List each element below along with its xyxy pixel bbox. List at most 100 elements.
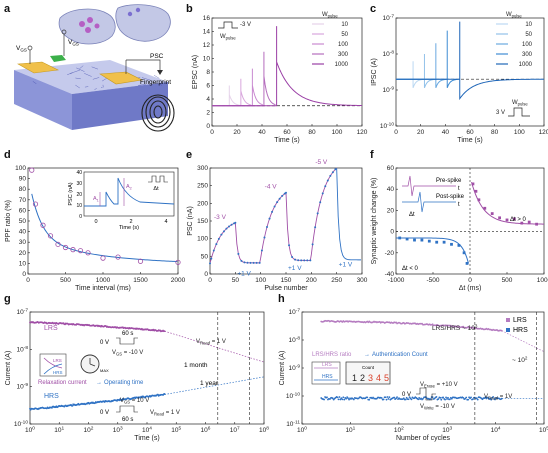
ltd-point — [466, 262, 469, 265]
inset-x-tick: 4 — [164, 219, 167, 225]
potentiation-point — [334, 168, 336, 170]
legend-label: HRS — [513, 327, 528, 334]
potentiation-point — [300, 259, 302, 261]
hrs-point — [440, 399, 442, 401]
ratio-label-2: ~ 102 — [512, 356, 528, 365]
hrs-point — [430, 398, 432, 400]
x-tick-label: 250 — [331, 277, 342, 284]
x-tick-label: 0 — [208, 277, 212, 284]
x-tick-label: 0 — [210, 129, 214, 136]
v0-label: 0 V — [402, 392, 411, 398]
y-tick-label: 2 — [206, 110, 210, 117]
x-tick-label: 120 — [539, 129, 548, 136]
lrs-v0-label: 0 V — [100, 340, 109, 346]
hrs-point — [393, 397, 395, 399]
potentiation-point — [237, 253, 239, 255]
y-tick-label: 60 — [387, 165, 395, 172]
potentiation-point — [234, 222, 236, 224]
ltp-point — [475, 190, 478, 193]
hrs-point — [338, 399, 340, 401]
hrs-point — [445, 397, 447, 399]
hrs-point — [411, 399, 413, 401]
lrs-series-label: LRS — [44, 325, 58, 332]
data-point — [30, 168, 34, 172]
y-tick-label: 14 — [203, 29, 211, 36]
chart-potentiation-depression: 0 50 100 150 200 250 300050100150200250300Puls… — [187, 159, 368, 292]
y-tick-label: 300 — [197, 165, 208, 172]
epsc-trace — [212, 69, 263, 106]
hrs-pulse-diagram — [116, 406, 138, 412]
x-tick-label: 120 — [357, 129, 368, 136]
panel-letter-d: d — [4, 149, 11, 161]
panel-letter-f: f — [370, 149, 374, 161]
hrs-point — [465, 397, 467, 399]
lrs-vread-label: VRead = 1 V — [196, 339, 226, 346]
potentiation-point — [294, 259, 296, 261]
psc-label: PSC — [150, 53, 164, 60]
potentiation-point — [274, 206, 276, 208]
potentiation-point — [220, 234, 222, 236]
potentiation-point — [223, 230, 225, 232]
y-tick-label: 0 — [390, 229, 394, 236]
y-tick-label: 250 — [197, 183, 208, 190]
time-label-pre: t — [458, 186, 460, 192]
potentiation-point — [317, 212, 319, 214]
x-tick-label: 100 — [297, 426, 307, 435]
potentiation-point — [309, 259, 311, 261]
y-tick-label: -20 — [385, 250, 395, 257]
potentiation-point — [225, 228, 227, 230]
ltd-point — [463, 251, 466, 254]
hrs-point — [444, 399, 446, 401]
ratio-arrow: → — [364, 352, 370, 358]
inset-x-label: Time (s) — [119, 225, 139, 231]
x-tick-label: 103 — [442, 426, 452, 435]
verase-label: VErase = +10 V — [420, 382, 458, 389]
hrs-point — [439, 397, 441, 399]
potentiation-point — [306, 259, 308, 261]
y-tick-label: 10-8 — [17, 345, 29, 354]
legend-label: 300 — [522, 52, 533, 58]
potentiation-curve — [210, 223, 235, 264]
vread-label: VRead = 1V — [484, 394, 512, 401]
counter-digit: 3 — [368, 373, 373, 383]
y-tick-label: 10-9 — [17, 382, 29, 391]
ltd-point — [435, 241, 438, 244]
potentiation-point — [312, 243, 314, 245]
dt-positive-label: Δt > 0 — [510, 217, 527, 223]
x-tick-label: 80 — [491, 129, 499, 136]
potentiation-curve — [286, 168, 337, 260]
lrs-pulse-diagram — [116, 338, 138, 344]
legend-title: Wpulse — [322, 12, 338, 19]
hrs-point — [323, 399, 325, 401]
ipsc-trace — [396, 43, 446, 88]
x-tick-label: 100 — [25, 426, 35, 435]
y-tick-label: 10 — [19, 260, 27, 267]
hrs-point — [447, 397, 449, 399]
panel-letter-a: a — [4, 3, 11, 15]
inset-y-tick: 30 — [76, 181, 82, 187]
legend-label: 1000 — [335, 62, 349, 68]
pulse-width-label: Wpulse — [220, 34, 236, 41]
clock-max-label: MAX — [100, 368, 109, 373]
y-tick-label: 10-10 — [380, 122, 394, 131]
pulse-amplitude-label: 3 V — [496, 110, 505, 116]
x-tick-label: 101 — [54, 426, 64, 435]
hrs-point — [337, 396, 339, 398]
x-tick-label: 50 — [232, 277, 240, 284]
authentication-count-label: Authentication Count — [372, 352, 428, 358]
ltp-point — [491, 212, 494, 215]
chart-ipsc-pulse-width: 0 20 40 60 80 100 12010-1010-910-810-7Time (s)… — [371, 12, 548, 144]
hrs-point — [342, 396, 344, 398]
pulse-diagram — [218, 22, 238, 28]
y-axis-label: Synaptic weight change (%) — [371, 178, 378, 265]
y-tick-label: 10-7 — [289, 308, 301, 317]
x-tick-label: 100 — [514, 129, 525, 136]
y-tick-label: 90 — [19, 176, 27, 183]
hrs-series-label: HRS — [44, 393, 59, 400]
plot-frame — [210, 168, 362, 274]
potentiation-voltage-label: -5 V — [315, 159, 328, 166]
potentiation-point — [253, 262, 255, 264]
y-tick-label: 50 — [19, 218, 27, 225]
potentiation-point — [327, 180, 329, 182]
ppf-inset: 0 2 4010203040Time (s)PSC (nA) A1A2 Δt — [68, 170, 174, 231]
